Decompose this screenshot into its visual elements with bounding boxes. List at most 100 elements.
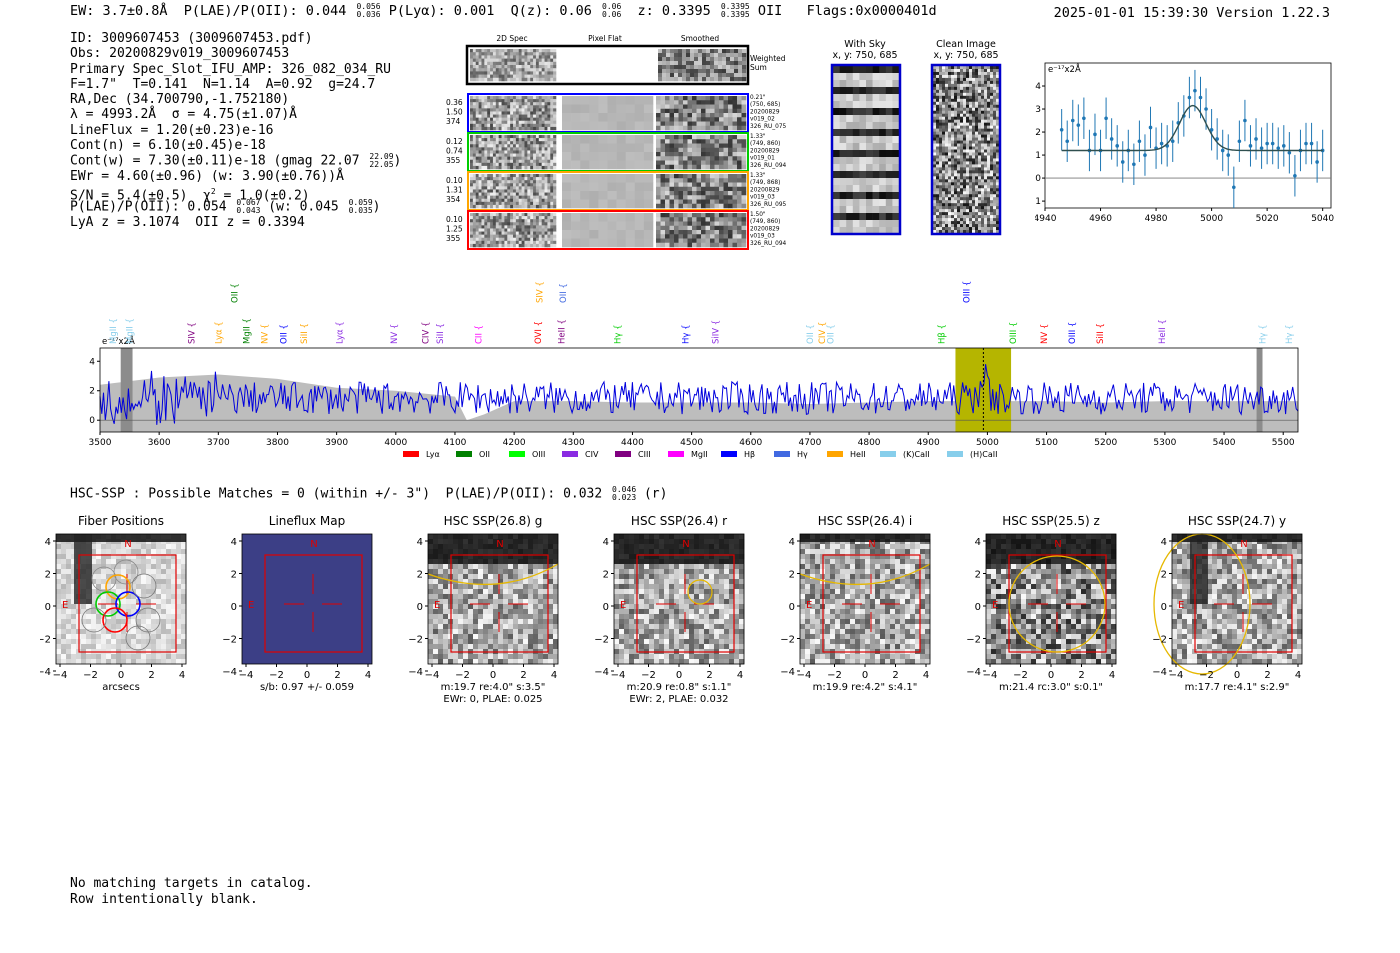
hsc-image-pixel [61, 559, 67, 565]
clean-image-pixel [987, 140, 991, 144]
hsc-image-pixel [106, 624, 112, 630]
clean-image-pixel [942, 125, 946, 129]
row-2d-pixel [510, 216, 514, 220]
row-2d-pixel [504, 150, 508, 154]
row-2d-pixel [530, 174, 534, 178]
row-2d-pixel [507, 102, 511, 106]
row-2d-pixel [507, 156, 511, 161]
row-2d-pixel [510, 186, 514, 190]
row-2d-pixel [478, 204, 482, 209]
clean-image-pixel [990, 86, 994, 91]
clean-image-pixel [972, 77, 976, 82]
emission-line-label-top: OII { [559, 283, 569, 303]
cutout-row-stat: 374 [446, 117, 461, 126]
with-sky-pixel [885, 220, 893, 228]
with-sky-pixel [839, 115, 847, 123]
row-2d-pixel [510, 180, 514, 184]
row-smoothed-pixel [692, 143, 697, 149]
clean-image-pixel [951, 173, 955, 177]
row-2d-pixel [470, 102, 474, 106]
with-sky-pixel [872, 136, 880, 144]
hsc-image-pixel [111, 639, 117, 645]
weighted-2d-pixel [481, 74, 485, 79]
with-sky-pixel [859, 199, 867, 207]
clean-image-pixel [954, 158, 958, 162]
weighted-2d-pixel [518, 61, 522, 66]
row-smoothed-pixel [687, 164, 693, 170]
clean-image-pixel [966, 68, 970, 73]
hsc-image-pixel [131, 544, 137, 550]
weighted-2d-pixel [504, 68, 508, 72]
row-flat-pixel [580, 152, 590, 161]
row-2d-pixel [553, 174, 557, 178]
row-2d-pixel [521, 114, 525, 118]
weighted-smoothed-pixel [666, 69, 671, 74]
fit-data-point [1209, 127, 1214, 132]
clean-image-pixel [936, 98, 940, 103]
row-2d-pixel [507, 117, 511, 122]
row-smoothed-pixel [660, 143, 666, 149]
row-2d-pixel [501, 159, 505, 164]
row-smoothed-pixel [660, 195, 666, 200]
hsc-image-pixel [131, 634, 137, 640]
row-smoothed-pixel [692, 125, 697, 131]
hsc-image-pixel [141, 634, 147, 640]
weighted-smoothed-pixel [662, 53, 667, 58]
row-2d-pixel [530, 195, 534, 200]
clean-image-pixel [969, 137, 973, 141]
row-smoothed-pixel [710, 242, 715, 248]
hsc-image-pixel [156, 614, 162, 620]
hsc-image-pixel [181, 609, 187, 615]
clean-image-pixel [978, 107, 982, 112]
row-2d-pixel [533, 147, 537, 151]
hsc-image-pixel [151, 609, 157, 615]
clean-image-pixel [933, 176, 937, 180]
row-flat-pixel [562, 182, 572, 192]
row-2d-pixel [515, 147, 520, 151]
row-2d-pixel [487, 96, 491, 100]
row-smoothed-pixel [741, 199, 747, 205]
clean-image-pixel [981, 149, 985, 153]
hsc-image-pixel [61, 639, 67, 645]
clean-image-pixel [978, 68, 982, 73]
row-2d-pixel [470, 180, 474, 184]
row-2d-pixel [484, 183, 488, 187]
hsc-image-pixel [91, 594, 97, 600]
clean-image-pixel [978, 128, 982, 132]
row-smoothed-pixel [723, 186, 729, 192]
row-2d-pixel [507, 204, 511, 209]
row-smoothed-pixel [701, 156, 706, 161]
row-smoothed-pixel [701, 164, 706, 170]
row-2d-pixel [538, 234, 542, 239]
spectrum-x-tick-label: 5300 [1153, 438, 1176, 448]
clean-image-pixel [987, 185, 991, 189]
row-2d-pixel [490, 240, 494, 245]
clean-image-pixel [957, 152, 961, 156]
row-smoothed-pixel [705, 96, 711, 101]
row-smoothed-pixel [665, 117, 670, 122]
row-2d-pixel [475, 219, 479, 223]
row-2d-pixel [538, 219, 542, 223]
weighted-smoothed-pixel [662, 73, 667, 78]
row-2d-pixel [470, 117, 474, 122]
clean-image-pixel [987, 215, 991, 219]
row-smoothed-pixel [701, 108, 706, 114]
clean-image-pixel [963, 155, 967, 159]
row-2d-pixel [487, 141, 491, 145]
clean-image-pixel [939, 77, 943, 82]
row-2d-pixel [490, 219, 494, 223]
row-smoothed-pixel [719, 100, 724, 105]
row-2d-pixel [553, 99, 557, 103]
clean-image-pixel [987, 66, 991, 70]
clean-image-pixel [987, 89, 991, 94]
fit-data-point [1315, 160, 1319, 164]
row-smoothed-pixel [683, 143, 688, 149]
row-2d-pixel [513, 138, 517, 142]
weighted-2d-pixel [472, 49, 477, 53]
row-2d-pixel [501, 165, 505, 170]
hsc-image-pixel [66, 584, 72, 590]
weighted-2d-pixel [518, 55, 522, 59]
weighted-smoothed-pixel [730, 53, 735, 58]
weighted-2d-pixel [475, 71, 479, 75]
row-2d-pixel [544, 204, 548, 209]
